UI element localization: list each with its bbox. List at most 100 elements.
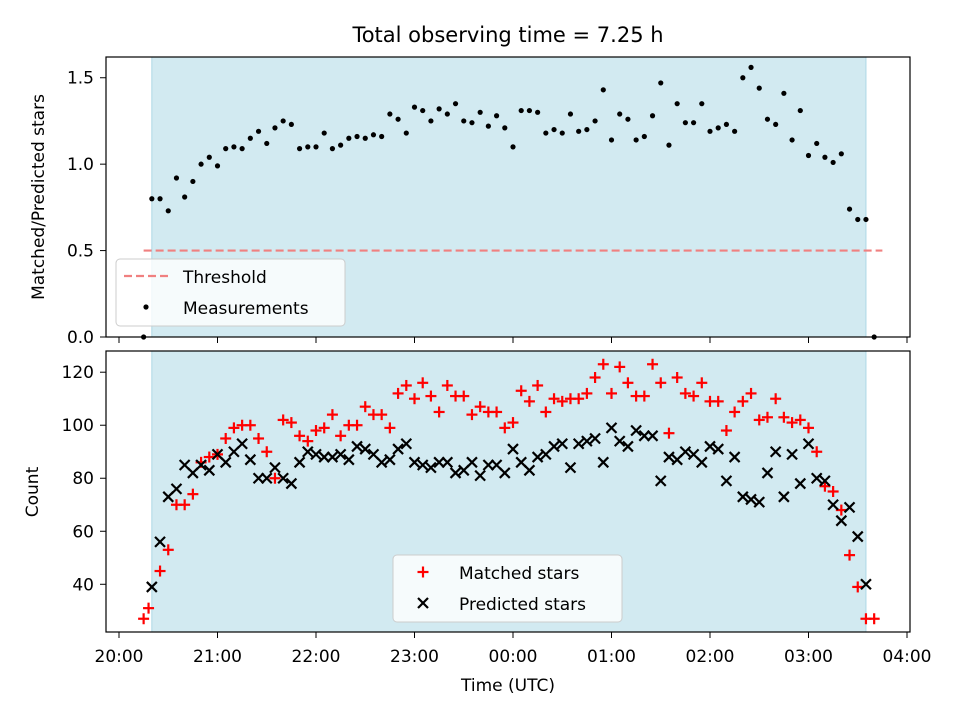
legend-predicted-marker [417,597,429,609]
predicted-star-point [236,438,248,450]
predicted-star-point [449,467,462,479]
measurement-point [452,101,459,107]
predicted-star-point [605,422,618,434]
matched-star-point [261,446,273,458]
measurement-point [822,154,828,160]
predicted-star-point [761,467,774,479]
measurement-point [395,116,401,122]
matched-star-point [499,422,511,434]
measurement-point [715,125,721,131]
measurement-point [272,125,278,131]
measurement-point [510,144,516,150]
measurement-point [387,111,393,117]
counts-x-axis: 20:00 21:00 22:00 23:00 00:00 01:00 02:00 03:00… [95,632,932,667]
predicted-star-point [293,456,306,469]
measurement-point [477,109,483,115]
matched-star-point [253,432,265,444]
matched-star-point [548,393,560,405]
counts-legend: Matched stars Predicted stars [392,554,623,623]
matched-star-point [515,385,527,397]
measurement-point [748,64,754,70]
matched-star-point [770,393,782,405]
measurement-point [436,106,442,112]
predicted-star-point [810,472,823,485]
matched-star-point [228,422,240,434]
matched-star-point [458,390,470,402]
matched-star-point [606,387,617,399]
measurement-point [313,144,319,150]
predicted-star-point [351,440,363,453]
measurement-point [814,140,820,147]
predicted-star-point [548,440,560,453]
measurement-point [723,121,730,128]
matched-star-point [679,387,691,399]
predicted-star-point [663,451,675,463]
matched-star-point [663,427,675,439]
predicted-star-point [269,461,281,474]
measurement-point [576,128,582,134]
predicted-star-point [523,464,536,477]
counts-panel: 40 60 80 100 120 20:00 21:00 22:00 23:00 00:00 01… [23,350,932,696]
predicted-star-point [753,496,766,508]
measurement-point [658,80,664,86]
measurement-point [428,118,434,124]
predicted-star-point [720,475,733,487]
predicted-star-point [203,464,216,477]
matched-star-point [523,395,535,407]
matched-star-point [326,409,338,421]
matched-star-point [400,379,412,391]
measurement-point [469,120,475,126]
predicted-star-point [285,477,298,490]
measurement-point [493,113,500,119]
matched-star-point [778,411,790,423]
counts-y-tick-label: 60 [72,522,94,542]
matched-star-point [138,613,150,625]
ratio-y-tick-label: 1.5 [67,69,94,89]
matched-star-point [647,358,659,370]
measurement-point [379,133,385,140]
predicted-star-point [613,435,626,447]
predicted-star-point [646,430,659,442]
predicted-star-point [310,448,322,461]
matched-star-point [844,549,856,561]
matched-star-point [294,430,306,442]
matched-star-point [285,417,297,429]
predicted-star-point [195,459,207,471]
measurement-point [198,161,204,167]
counts-legend-box [392,554,623,623]
matched-star-point [187,488,199,500]
predicted-star-point [384,453,396,466]
measurement-point [543,130,549,136]
measurement-point [764,116,771,122]
measurement-point [649,113,656,119]
measurement-point [838,151,844,157]
predicted-star-point [416,459,429,471]
measurement-point [214,163,221,169]
measurement-point [329,146,336,152]
legend-matched-marker [417,566,429,578]
matched-star-point [852,581,864,593]
matched-star-point [745,387,757,399]
matched-star-point [811,446,823,458]
matched-star-point [244,419,256,431]
matched-star-point [154,565,166,577]
predicted-star-point [170,483,183,495]
matched-star-point [655,377,667,389]
predicted-star-point [572,438,585,450]
measurement-point [231,144,237,150]
matched-star-point [143,602,155,614]
predicted-star-point [564,461,577,474]
predicted-star-point [794,477,807,490]
predicted-star-point [630,424,642,437]
measurement-point [354,133,360,140]
matched-star-point [384,422,396,434]
predicted-star-point [499,467,511,479]
measurement-point [485,123,491,129]
predicted-star-point [819,475,831,487]
matched-star-point [729,406,741,418]
predicted-star-point [359,443,372,455]
counts-plot-frame [105,350,911,633]
measurement-point [707,128,713,134]
measurement-point [502,125,508,131]
